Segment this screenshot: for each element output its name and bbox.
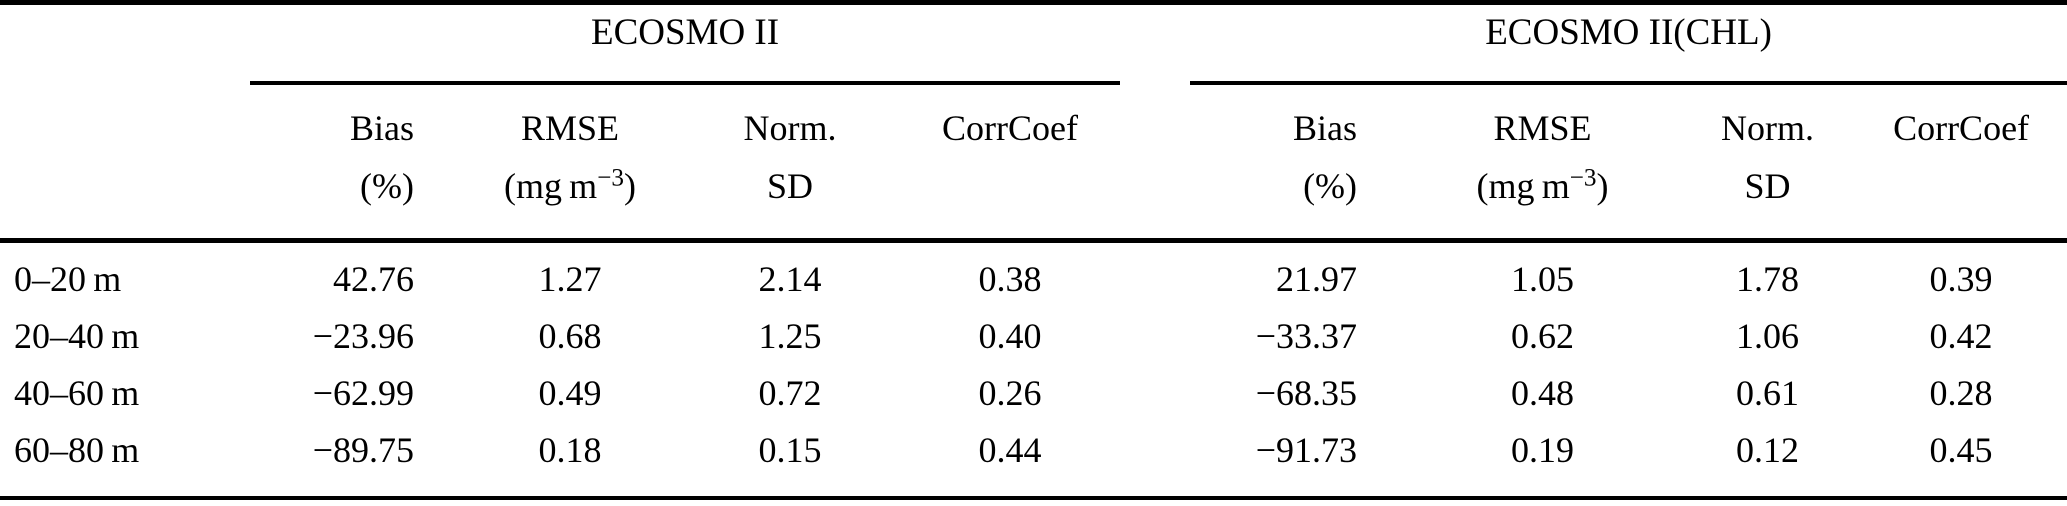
cell-g1-rmse: 0.49 <box>538 373 602 413</box>
cell-g1-normsd: 0.15 <box>758 430 822 470</box>
col-header-line2: SD <box>1744 165 1791 206</box>
corner-cell <box>0 3 250 83</box>
col-header-g2-bias: Bias (%) <box>1190 82 1406 243</box>
cell-g2-rmse: 0.62 <box>1511 316 1575 356</box>
cell-g1-normsd: 1.25 <box>758 316 822 356</box>
cell-g2-normsd: 0.61 <box>1736 373 1800 413</box>
group-header-row: ECOSMO II ECOSMO II(CHL) <box>0 2 2067 85</box>
cell-g1-rmse: 1.27 <box>538 259 602 299</box>
col-header-line1: Norm. <box>1721 107 1815 148</box>
spacer-row <box>0 479 2067 498</box>
cell-g2-bias: 21.97 <box>1276 259 1358 299</box>
col-header-line2: (mg m−3) <box>1476 163 1609 206</box>
col-header-line1: Bias <box>1293 107 1358 148</box>
cell-g2-rmse: 1.05 <box>1511 259 1575 299</box>
group-gap <box>1120 251 1190 308</box>
col-header-line2: (%) <box>1303 165 1358 206</box>
cell-g1-rmse: 0.18 <box>538 430 602 470</box>
group-title-ecosmo-ii: ECOSMO II <box>250 2 1121 85</box>
col-header-g1-bias: Bias (%) <box>250 82 460 243</box>
row-label: 0–20 m <box>14 259 122 299</box>
cell-g2-corrcoef: 0.45 <box>1929 430 1993 470</box>
col-header-g1-normsd: Norm. SD <box>680 82 900 243</box>
col-header-line1: CorrCoef <box>942 107 1078 148</box>
cell-g1-normsd: 2.14 <box>758 259 822 299</box>
unit-superscript: −3 <box>1569 163 1597 191</box>
col-header-line1: CorrCoef <box>1893 107 2030 148</box>
cell-g1-bias: −89.75 <box>312 430 414 470</box>
cell-g2-bias: −68.35 <box>1255 373 1358 413</box>
cell-g2-rmse: 0.48 <box>1511 373 1575 413</box>
col-header-line1: RMSE <box>520 107 620 148</box>
cell-g2-rmse: 0.19 <box>1511 430 1575 470</box>
group-gap <box>1120 365 1190 422</box>
cell-g1-rmse: 0.68 <box>538 316 602 356</box>
cell-g2-corrcoef: 0.42 <box>1929 316 1993 356</box>
cell-g1-corrcoef: 0.40 <box>978 316 1042 356</box>
unit-superscript: −3 <box>597 163 624 191</box>
rowlabel-header-empty <box>0 82 250 243</box>
cell-g1-corrcoef: 0.26 <box>978 373 1042 413</box>
cell-g2-bias: −33.37 <box>1255 316 1358 356</box>
col-header-line2: (%) <box>360 165 414 206</box>
col-header-line1: Bias <box>349 107 414 148</box>
cell-g1-corrcoef: 0.44 <box>978 430 1042 470</box>
cell-g2-bias: −91.73 <box>1255 430 1358 470</box>
cell-g1-bias: 42.76 <box>333 259 414 299</box>
col-header-line2: (mg m−3) <box>503 163 636 206</box>
col-header-g1-rmse: RMSE (mg m−3) <box>460 82 680 243</box>
col-header-g2-normsd: Norm. SD <box>1680 82 1856 243</box>
group-title-ecosmo-ii-chl: ECOSMO II(CHL) <box>1190 2 2067 85</box>
cell-g1-bias: −23.96 <box>312 316 414 356</box>
table-row-40-60m: 40–60 m −62.99 0.49 0.72 0.26 −68.35 0.4… <box>0 365 2067 422</box>
table-row-20-40m: 20–40 m −23.96 0.68 1.25 0.40 −33.37 0.6… <box>0 308 2067 365</box>
cell-g2-normsd: 1.78 <box>1736 259 1800 299</box>
cell-g2-corrcoef: 0.28 <box>1929 373 1993 413</box>
column-header-row: Bias (%) RMSE (mg m−3) Norm. SD CorrCoef… <box>0 82 2067 243</box>
cell-g2-normsd: 0.12 <box>1736 430 1800 470</box>
group-gap <box>1120 308 1190 365</box>
cell-g1-bias: −62.99 <box>312 373 414 413</box>
col-header-line1: Norm. <box>743 107 837 148</box>
cell-g2-corrcoef: 0.39 <box>1929 259 1993 299</box>
row-label: 60–80 m <box>14 430 140 470</box>
group-gap <box>1120 422 1190 479</box>
group-gap <box>1120 3 1190 83</box>
cell-g1-corrcoef: 0.38 <box>978 259 1042 299</box>
cell-g1-normsd: 0.72 <box>758 373 822 413</box>
col-header-g1-corrcoef: CorrCoef <box>900 82 1121 243</box>
table-row-60-80m: 60–80 m −89.75 0.18 0.15 0.44 −91.73 0.1… <box>0 422 2067 479</box>
col-header-g2-rmse: RMSE (mg m−3) <box>1405 82 1681 243</box>
row-label: 20–40 m <box>14 316 140 356</box>
table-row-0-20m: 0–20 m 42.76 1.27 2.14 0.38 21.97 1.05 1… <box>0 251 2067 308</box>
group-gap <box>1120 82 1191 243</box>
col-header-g2-corrcoef: CorrCoef <box>1855 82 2067 243</box>
col-header-line1: RMSE <box>1493 107 1592 148</box>
col-header-line2: SD <box>766 165 814 206</box>
cell-g2-normsd: 1.06 <box>1736 316 1800 356</box>
row-label: 40–60 m <box>14 373 140 413</box>
spacer-row <box>0 241 2067 251</box>
